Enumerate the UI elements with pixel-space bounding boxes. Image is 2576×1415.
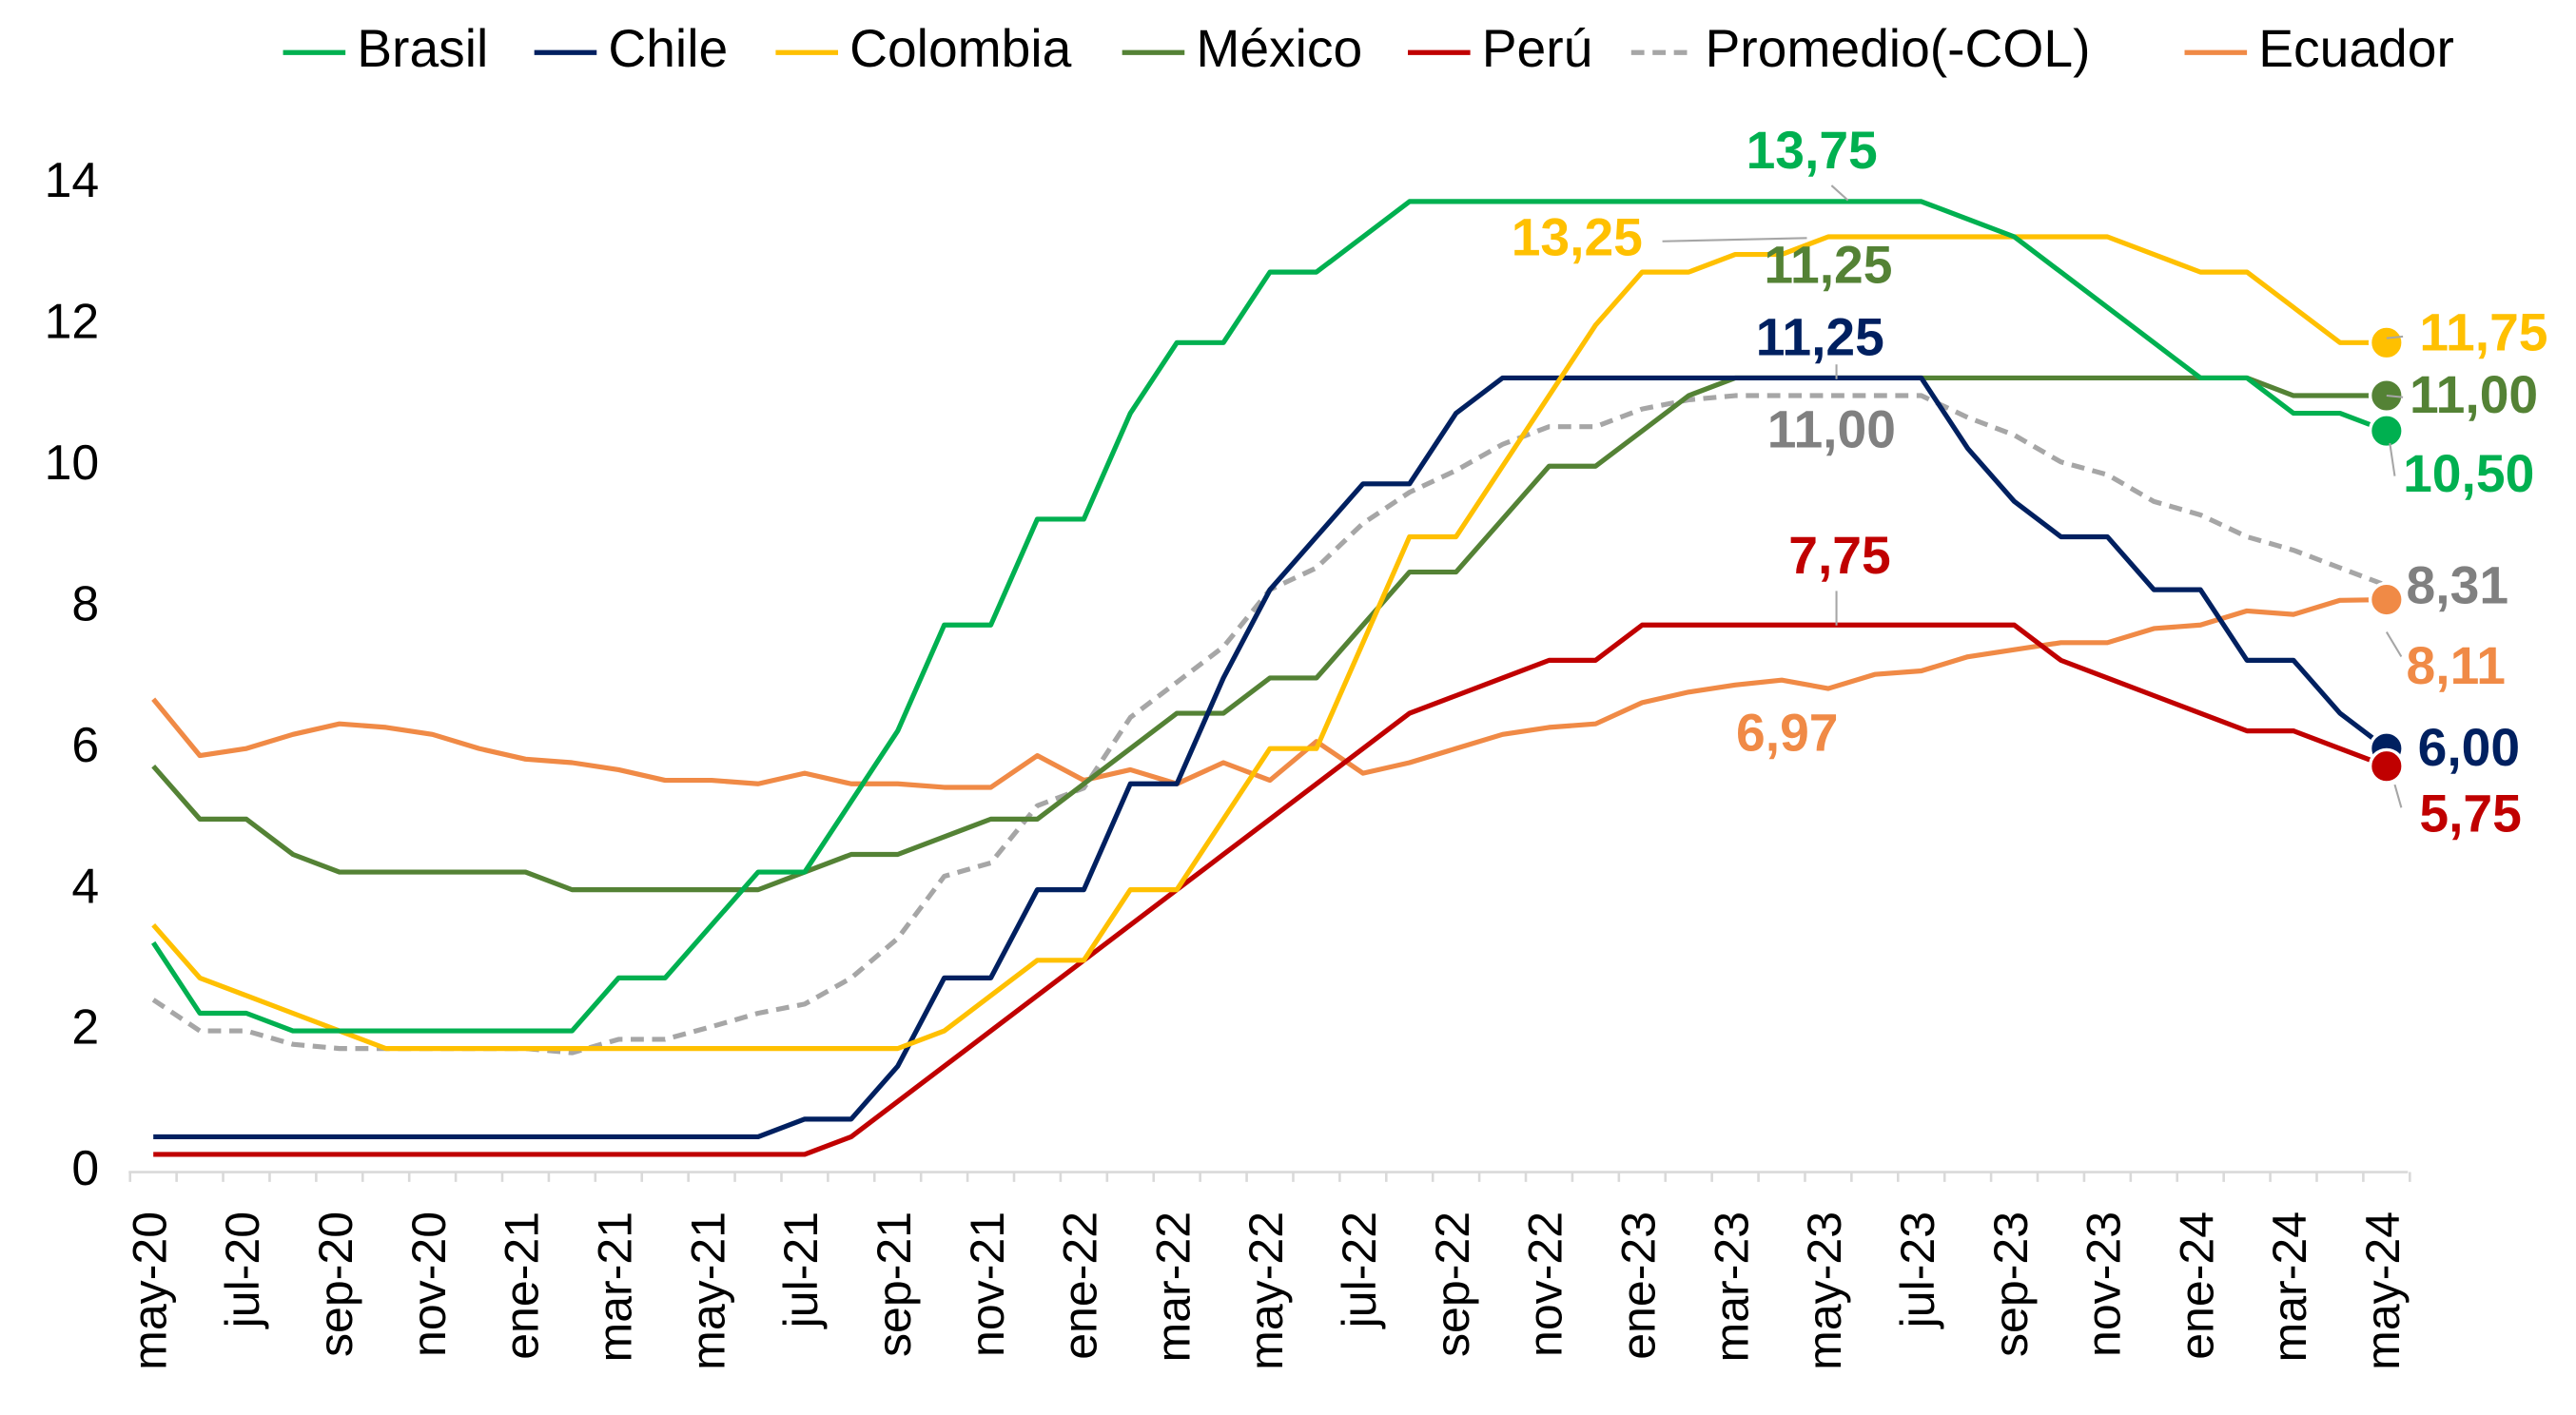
x-tick-label: nov-23 (2078, 1211, 2131, 1357)
leader-line (2393, 784, 2403, 808)
legend-label: México (1196, 19, 1362, 78)
x-tick-label: nov-22 (1519, 1211, 1572, 1357)
x-tick-label: mar-24 (2263, 1211, 2316, 1363)
data-label: 11,00 (2410, 365, 2538, 424)
y-tick-label: 14 (45, 152, 100, 207)
y-tick-label: 6 (71, 717, 99, 772)
x-tick-label: may-23 (1798, 1211, 1851, 1370)
y-tick-label: 10 (45, 435, 100, 490)
y-tick-label: 0 (71, 1140, 99, 1195)
data-label: 8,31 (2407, 555, 2508, 614)
y-tick-label: 12 (45, 293, 100, 348)
x-tick-label: nov-21 (961, 1211, 1014, 1357)
x-tick-label: ene-22 (1054, 1211, 1107, 1360)
y-tick-label: 8 (71, 575, 99, 630)
x-tick-label: mar-21 (588, 1211, 641, 1363)
leader-line (2385, 631, 2403, 658)
x-tick-label: ene-24 (2170, 1211, 2223, 1360)
x-tick-label: ene-21 (496, 1211, 549, 1360)
leader-line (2389, 442, 2396, 476)
legend-label: Ecuador (2258, 19, 2454, 78)
data-label: 13,75 (1747, 121, 1878, 180)
x-tick-label: jul-22 (1333, 1211, 1386, 1329)
leader-line (2386, 335, 2404, 339)
legend-label: Perú (1482, 19, 1593, 78)
y-tick-label: 2 (71, 999, 99, 1055)
flag (2368, 413, 2405, 450)
x-tick-label: jul-21 (774, 1211, 828, 1329)
x-tick-label: may-24 (2356, 1211, 2410, 1370)
x-tick-label: sep-20 (309, 1211, 362, 1357)
data-label: 11,25 (1764, 236, 1892, 295)
flag (2368, 747, 2405, 785)
x-tick-label: may-22 (1239, 1211, 1293, 1370)
series-line (151, 596, 2387, 790)
flag (2368, 324, 2405, 361)
x-tick-label: mar-22 (1146, 1211, 1200, 1363)
x-tick-label: sep-23 (1984, 1211, 2038, 1357)
series-line (151, 199, 2388, 1034)
leader-line (1662, 237, 1807, 242)
data-label: 7,75 (1788, 526, 1890, 585)
legend-label: Brasil (357, 19, 488, 78)
series-line (151, 393, 2388, 1056)
data-label: 11,25 (1756, 308, 1884, 367)
leader-line (2386, 394, 2404, 398)
data-label: 6,97 (1736, 704, 1838, 763)
series-line (153, 622, 2388, 1157)
legend-label: Promedio(-COL) (1705, 19, 2090, 78)
x-tick-label: jul-23 (1891, 1211, 1944, 1329)
leader-line (1830, 184, 1849, 202)
series-line (153, 375, 2389, 1139)
x-tick-label: may-21 (681, 1211, 734, 1370)
data-label: 8,11 (2407, 636, 2506, 695)
x-tick-label: ene-23 (1612, 1211, 1666, 1360)
x-tick-label: nov-20 (402, 1211, 456, 1357)
data-label: 10,50 (2403, 444, 2534, 503)
x-tick-label: mar-23 (1705, 1211, 1758, 1363)
legend-label: Chile (608, 19, 728, 78)
data-label: 6,00 (2418, 718, 2520, 777)
data-label: 13,25 (1512, 207, 1643, 266)
data-label: 5,75 (2419, 784, 2521, 843)
y-tick-label: 4 (71, 858, 99, 913)
legend-label: Colombia (849, 19, 1072, 78)
series-line (151, 375, 2387, 893)
data-label: 11,75 (2419, 302, 2547, 361)
flag (2368, 581, 2405, 618)
data-label: 11,00 (1767, 399, 1896, 458)
x-tick-label: sep-22 (1426, 1211, 1479, 1357)
x-tick-label: jul-20 (216, 1211, 269, 1329)
x-tick-label: sep-21 (868, 1211, 921, 1357)
x-tick-label: may-20 (123, 1211, 176, 1370)
